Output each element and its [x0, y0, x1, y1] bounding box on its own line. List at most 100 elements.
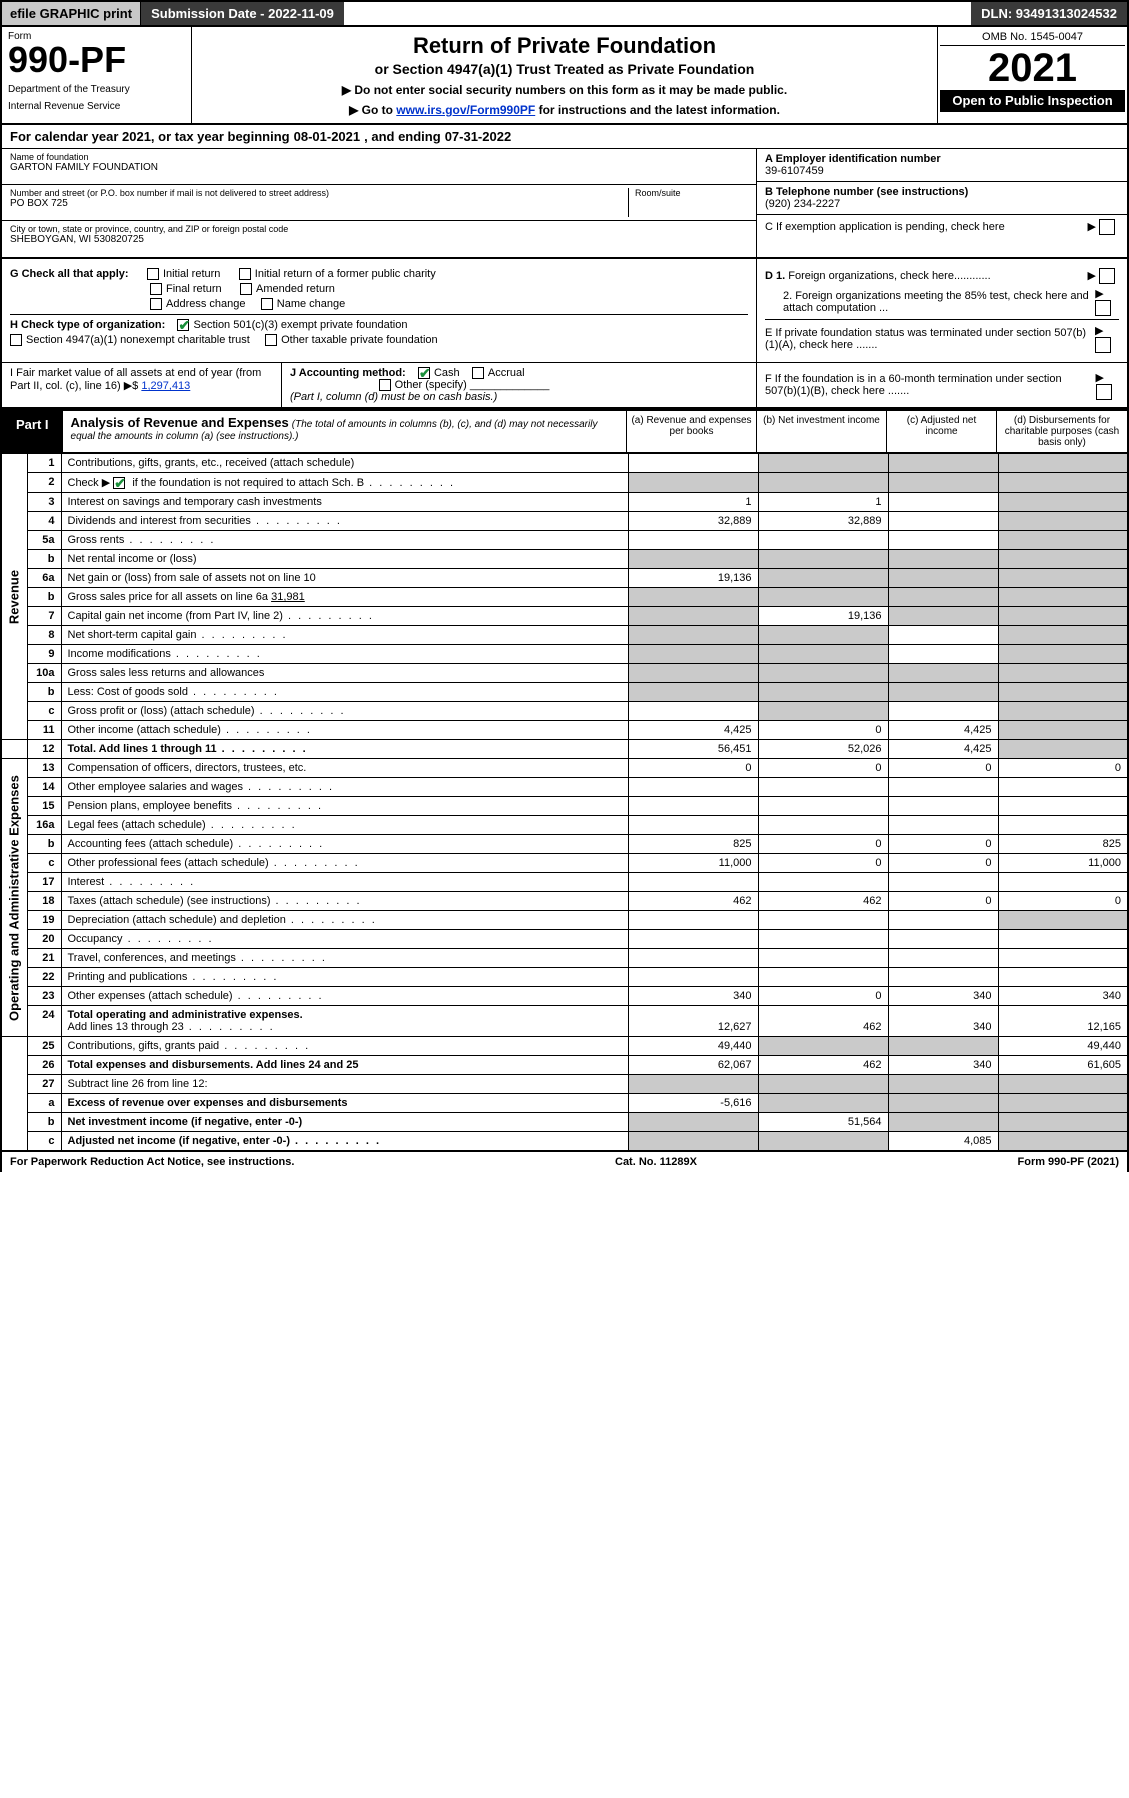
- f-checkbox[interactable]: [1096, 384, 1112, 400]
- g-line: G Check all that apply: Initial return I…: [10, 268, 748, 280]
- h2-checkbox[interactable]: [10, 334, 22, 346]
- col-b-header: (b) Net investment income: [757, 411, 887, 452]
- row-label: Excess of revenue over expenses and disb…: [61, 1094, 628, 1113]
- row-num: 7: [27, 607, 61, 626]
- j-other-checkbox[interactable]: [379, 379, 391, 391]
- irs-link[interactable]: www.irs.gov/Form990PF: [396, 103, 535, 117]
- cell-b: 51,564: [758, 1113, 888, 1132]
- footer-left: For Paperwork Reduction Act Notice, see …: [10, 1156, 294, 1168]
- cell-d: 0: [998, 759, 1128, 778]
- row-num: 11: [27, 721, 61, 740]
- j-cash-label: Cash: [434, 367, 460, 379]
- h1-checkbox[interactable]: [177, 319, 189, 331]
- c-checkbox[interactable]: [1099, 219, 1115, 235]
- d1-checkbox[interactable]: [1099, 268, 1115, 284]
- j-cash-checkbox[interactable]: [418, 367, 430, 379]
- j-accrual-checkbox[interactable]: [472, 367, 484, 379]
- cal-end: 07-31-2022: [445, 129, 512, 144]
- table-row: 23 Other expenses (attach schedule) 340 …: [1, 987, 1128, 1006]
- d2-checkbox[interactable]: [1095, 300, 1111, 316]
- table-row: 15 Pension plans, employee benefits: [1, 797, 1128, 816]
- ijf-section: I Fair market value of all assets at end…: [0, 363, 1129, 409]
- cell-d: 0: [998, 892, 1128, 911]
- row-num: 1: [27, 454, 61, 473]
- cell-b: 0: [758, 835, 888, 854]
- row-num: 18: [27, 892, 61, 911]
- e-line: E If private foundation status was termi…: [765, 319, 1119, 353]
- dln-label: DLN: 93491313024532: [971, 2, 1127, 25]
- g1-checkbox[interactable]: [147, 268, 159, 280]
- cal-mid: , and ending: [364, 129, 441, 144]
- table-row: 5a Gross rents: [1, 531, 1128, 550]
- cell-b: 1: [758, 493, 888, 512]
- table-row: 17 Interest: [1, 873, 1128, 892]
- i-value: 1,297,413: [141, 380, 190, 392]
- phone-row: B Telephone number (see instructions) (9…: [757, 182, 1127, 215]
- cell-a: 19,136: [628, 569, 758, 588]
- f-col: F If the foundation is in a 60-month ter…: [757, 363, 1127, 407]
- j-label: J Accounting method:: [290, 367, 406, 379]
- g-label: G Check all that apply:: [10, 268, 129, 280]
- cell-d: 12,165: [998, 1006, 1128, 1037]
- row-label: Total operating and administrative expen…: [61, 1006, 628, 1037]
- schb-checkbox[interactable]: [113, 477, 125, 489]
- table-row: 3 Interest on savings and temporary cash…: [1, 493, 1128, 512]
- cell-a: 11,000: [628, 854, 758, 873]
- cal-begin: 08-01-2021: [294, 129, 361, 144]
- cell-c: 4,425: [888, 740, 998, 759]
- form-title: Return of Private Foundation: [202, 33, 927, 59]
- table-row: b Accounting fees (attach schedule) 825 …: [1, 835, 1128, 854]
- phone-value: (920) 234-2227: [765, 198, 1119, 210]
- top-bar: efile GRAPHIC print Submission Date - 20…: [0, 0, 1129, 27]
- form-header: Form 990-PF Department of the Treasury I…: [0, 27, 1129, 125]
- j-col: J Accounting method: Cash Accrual Other …: [282, 363, 757, 407]
- cell-d: 340: [998, 987, 1128, 1006]
- j-other-label: Other (specify): [395, 379, 467, 391]
- row-num: 6a: [27, 569, 61, 588]
- cell-c: 340: [888, 1006, 998, 1037]
- e-checkbox[interactable]: [1095, 337, 1111, 353]
- g2-checkbox[interactable]: [239, 268, 251, 280]
- row-num: 26: [27, 1056, 61, 1075]
- h-label: H Check type of organization:: [10, 319, 165, 331]
- part1-title: Analysis of Revenue and Expenses: [71, 415, 289, 430]
- cell-a: 825: [628, 835, 758, 854]
- part1-table: Revenue 1 Contributions, gifts, grants, …: [0, 453, 1129, 1152]
- cell-a: 56,451: [628, 740, 758, 759]
- table-row: b Less: Cost of goods sold: [1, 683, 1128, 702]
- cell-a: 462: [628, 892, 758, 911]
- cell-a: 49,440: [628, 1037, 758, 1056]
- row-label: Gross sales less returns and allowances: [61, 664, 628, 683]
- table-row: 14 Other employee salaries and wages: [1, 778, 1128, 797]
- cell-c: 0: [888, 759, 998, 778]
- form-title-block: Return of Private Foundation or Section …: [192, 27, 937, 123]
- row-label: Check ▶ if the foundation is not require…: [61, 473, 628, 493]
- d1-line: D 1. Foreign organizations, check here..…: [765, 268, 1119, 284]
- cell-b: 0: [758, 854, 888, 873]
- form-note-1: ▶ Do not enter social security numbers o…: [202, 83, 927, 97]
- cell-b: 462: [758, 892, 888, 911]
- table-row: 16a Legal fees (attach schedule): [1, 816, 1128, 835]
- cell-c: 340: [888, 987, 998, 1006]
- revenue-vlabel: Revenue: [1, 454, 27, 740]
- line6b-value: 31,981: [271, 591, 305, 603]
- check-right: D 1. Foreign organizations, check here..…: [757, 259, 1127, 362]
- cell-a: 12,627: [628, 1006, 758, 1037]
- g4-checkbox[interactable]: [240, 283, 252, 295]
- i-col: I Fair market value of all assets at end…: [2, 363, 282, 407]
- row-label: Gross profit or (loss) (attach schedule): [61, 702, 628, 721]
- h3-checkbox[interactable]: [265, 334, 277, 346]
- efile-print-button[interactable]: efile GRAPHIC print: [2, 2, 141, 25]
- g3-label: Final return: [166, 283, 222, 295]
- row-label: Capital gain net income (from Part IV, l…: [61, 607, 628, 626]
- row-num: 23: [27, 987, 61, 1006]
- table-row: 21 Travel, conferences, and meetings: [1, 949, 1128, 968]
- row-label: Net short-term capital gain: [61, 626, 628, 645]
- g5-checkbox[interactable]: [150, 298, 162, 310]
- g6-checkbox[interactable]: [261, 298, 273, 310]
- table-row: 7 Capital gain net income (from Part IV,…: [1, 607, 1128, 626]
- table-row: 24 Total operating and administrative ex…: [1, 1006, 1128, 1037]
- row-num: b: [27, 588, 61, 607]
- g3-checkbox[interactable]: [150, 283, 162, 295]
- cell-c: 4,085: [888, 1132, 998, 1152]
